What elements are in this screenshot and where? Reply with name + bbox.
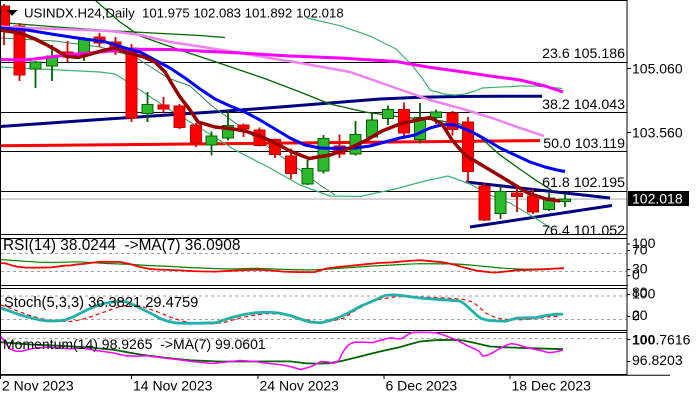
svg-text:14 Nov 2023: 14 Nov 2023 bbox=[133, 378, 213, 394]
svg-text:61.8 102.195: 61.8 102.195 bbox=[542, 175, 625, 191]
svg-text:30: 30 bbox=[632, 261, 648, 277]
svg-text:6 Dec 2023: 6 Dec 2023 bbox=[386, 378, 458, 394]
svg-text:80: 80 bbox=[632, 284, 648, 300]
svg-text:102.018: 102.018 bbox=[632, 191, 683, 207]
svg-text:23.6 105.186: 23.6 105.186 bbox=[542, 46, 625, 62]
svg-text:38.2 104.043: 38.2 104.043 bbox=[542, 97, 625, 113]
svg-text:96.8203: 96.8203 bbox=[632, 352, 683, 368]
svg-text:24 Nov 2023: 24 Nov 2023 bbox=[260, 378, 340, 394]
svg-text:20: 20 bbox=[632, 307, 648, 323]
svg-text:70: 70 bbox=[632, 242, 648, 258]
svg-text:RSI(14) 38.0244 ->MA(7) 36.09: RSI(14) 38.0244 ->MA(7) 36.0908 bbox=[3, 237, 240, 254]
svg-text:2 Nov 2023: 2 Nov 2023 bbox=[2, 378, 74, 394]
svg-text:USINDX.H24,Daily 101.975 102.: USINDX.H24,Daily 101.975 102.083 101.892… bbox=[24, 6, 344, 21]
svg-text:100: 100 bbox=[632, 235, 656, 251]
svg-text:100.7616: 100.7616 bbox=[632, 332, 691, 348]
svg-text:0: 0 bbox=[632, 267, 640, 283]
svg-text:Stoch(5,3,3) 36.3821 29.4759: Stoch(5,3,3) 36.3821 29.4759 bbox=[4, 295, 198, 311]
svg-text:Momentum(14) 98.9265 ->MA(7): Momentum(14) 98.9265 ->MA(7) 99.0601 bbox=[3, 336, 266, 352]
svg-text:103.560: 103.560 bbox=[632, 125, 683, 141]
svg-text:76.4 101.052: 76.4 101.052 bbox=[542, 223, 625, 239]
svg-text:50.0 103.119: 50.0 103.119 bbox=[543, 136, 625, 152]
svg-text:0: 0 bbox=[632, 307, 640, 323]
svg-text:105.060: 105.060 bbox=[632, 61, 683, 77]
svg-text:18 Dec 2023: 18 Dec 2023 bbox=[512, 378, 592, 394]
svg-text:100: 100 bbox=[632, 286, 656, 302]
